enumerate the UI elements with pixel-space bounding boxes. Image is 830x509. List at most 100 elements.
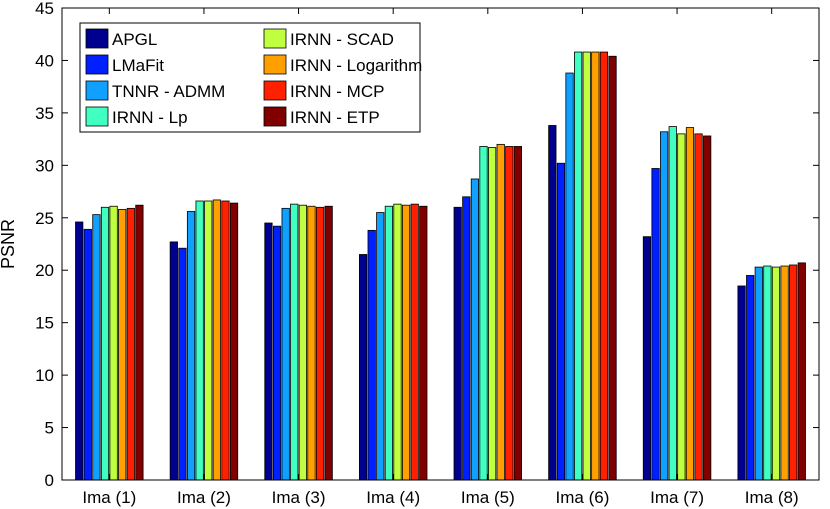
legend-swatch (263, 28, 287, 49)
legend-swatch (263, 80, 287, 101)
bar (703, 135, 712, 481)
bar (92, 214, 101, 481)
bar (574, 51, 583, 481)
y-tick-label: 40 (35, 51, 54, 70)
bar (513, 146, 523, 481)
x-tick-label: Ima (2) (177, 488, 231, 507)
legend-swatch (263, 106, 287, 127)
y-tick-label: 5 (45, 419, 54, 438)
y-tick-label: 25 (35, 209, 54, 228)
bar (668, 126, 677, 481)
bar (135, 204, 144, 481)
bar (118, 208, 127, 481)
y-tick-label: 10 (35, 366, 54, 385)
bar (419, 205, 428, 481)
bar (109, 205, 118, 481)
legend-swatch (85, 28, 109, 49)
legend-label: LMaFit (112, 56, 164, 75)
x-tick-label: Ima (7) (650, 488, 704, 507)
legend-label: IRNN - SCAD (290, 30, 394, 49)
legend-box (79, 22, 421, 133)
bar (797, 262, 806, 481)
bar (685, 127, 695, 481)
bar (462, 196, 471, 481)
bar (599, 51, 609, 481)
bar (410, 203, 419, 481)
bar (75, 221, 84, 481)
x-tick-label: Ima (4) (366, 488, 420, 507)
x-axis: Ima (1) Ima (2) Ima (3) Ima (4) Ima (5) Ima (… (82, 8, 799, 507)
bar (376, 212, 385, 481)
y-tick-label: 20 (35, 261, 54, 280)
legend-label: IRNN - Lp (112, 108, 188, 127)
legend-label: IRNN - ETP (290, 108, 380, 127)
legend-swatch (85, 80, 109, 101)
bar (100, 206, 110, 481)
bar (496, 143, 505, 481)
x-tick-label: Ima (1) (82, 488, 136, 507)
bar (272, 225, 282, 481)
bar (591, 51, 600, 481)
bar (393, 203, 402, 481)
legend: APGL LMaFit TNNR - ADMM IRNN - Lp IRNN - SCA… (79, 22, 422, 133)
bar (358, 254, 368, 481)
bar (694, 133, 703, 481)
bar (789, 264, 798, 481)
bar (229, 202, 239, 481)
bar (126, 207, 135, 481)
bar (556, 162, 566, 481)
y-axis: 0 5 10 15 20 25 30 35 40 45 (35, 0, 819, 490)
bar (212, 199, 221, 481)
bar (565, 72, 574, 481)
legend-label: TNNR - ADMM (112, 82, 225, 101)
bar (367, 229, 376, 481)
bar (384, 205, 393, 481)
bar (488, 147, 497, 481)
bar (204, 200, 213, 481)
x-tick-label: Ima (5) (461, 488, 515, 507)
bar (298, 204, 307, 481)
bar (221, 200, 230, 481)
bars-group (75, 51, 806, 481)
legend-swatch (85, 54, 109, 75)
bar (754, 266, 763, 481)
legend-swatch (263, 54, 287, 75)
x-tick-label: Ima (6) (556, 488, 610, 507)
bar (324, 205, 333, 481)
y-tick-label: 15 (35, 314, 54, 333)
bar (548, 125, 557, 481)
legend-label: IRNN - MCP (290, 82, 384, 101)
legend-label: IRNN - Logarithm (290, 56, 422, 75)
bar (83, 228, 92, 481)
bar (780, 265, 789, 481)
bar (746, 275, 755, 481)
legend-label: APGL (112, 30, 157, 49)
y-tick-label: 45 (35, 0, 54, 18)
bar (470, 178, 480, 481)
bar (178, 247, 187, 481)
bar (737, 285, 746, 481)
bar (677, 133, 686, 481)
y-tick-label: 35 (35, 104, 54, 123)
bar (315, 206, 325, 481)
bar (169, 241, 178, 481)
bar (290, 203, 299, 481)
bar (453, 206, 462, 481)
bar (186, 211, 196, 481)
bar (401, 204, 411, 481)
bar (763, 265, 772, 481)
bar (479, 146, 488, 481)
bar (660, 131, 669, 481)
bar (281, 207, 290, 481)
bar (771, 266, 781, 481)
bar (264, 222, 273, 481)
bar (505, 146, 514, 481)
x-tick-label: Ima (3) (272, 488, 326, 507)
legend-swatch (85, 106, 109, 127)
bar (195, 200, 204, 481)
bar (582, 51, 591, 481)
bar (307, 205, 316, 481)
y-axis-label: PSNR (0, 219, 18, 269)
bar (642, 236, 652, 481)
